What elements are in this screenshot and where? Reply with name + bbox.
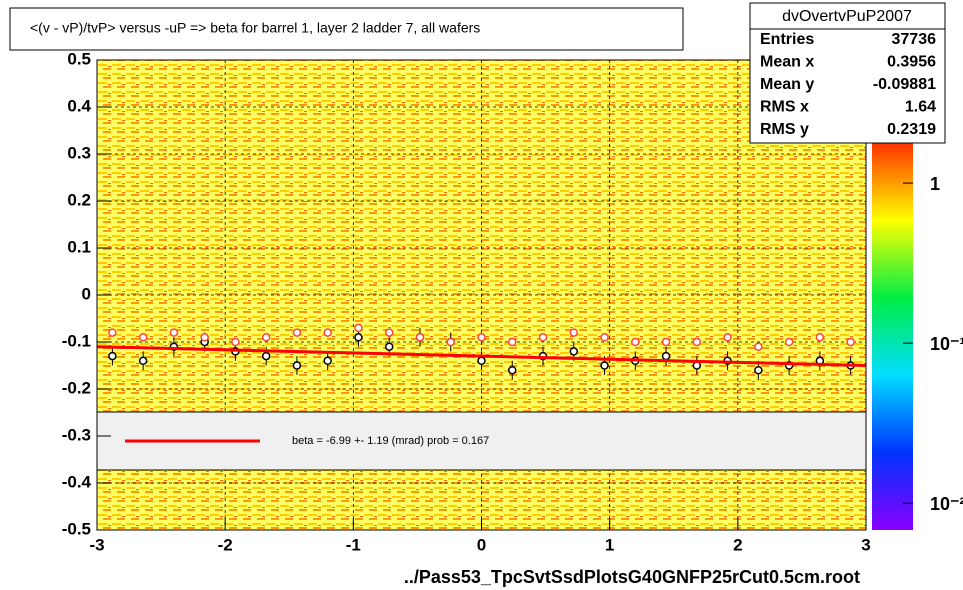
y-tick-label: 0.5	[67, 49, 91, 68]
x-tick-label: -1	[346, 535, 361, 554]
profile-point	[108, 351, 117, 361]
profile-point	[323, 328, 332, 337]
profile-point	[754, 342, 763, 351]
profile-point	[692, 361, 702, 370]
profile-point	[631, 337, 640, 347]
stats-name: Mean y	[760, 76, 814, 93]
profile-point	[169, 328, 179, 337]
profile-point	[200, 333, 209, 342]
profile-point	[261, 333, 271, 342]
profile-point	[138, 333, 148, 342]
profile-point	[138, 356, 148, 366]
profile-point	[323, 356, 332, 366]
profile-point	[661, 351, 671, 361]
y-tick-label: 0.1	[67, 237, 91, 256]
stats-box	[749, 2, 946, 144]
profile-point	[846, 337, 855, 347]
y-tick-label: -0.2	[62, 378, 91, 397]
profile-point	[384, 342, 394, 351]
colorbar	[872, 143, 913, 530]
profile-point	[508, 365, 517, 375]
profile-point	[354, 333, 363, 342]
profile-point	[692, 337, 702, 347]
colorbar-tick-label: 10⁻¹	[930, 334, 963, 354]
profile-point	[477, 356, 486, 366]
profile-point	[292, 361, 302, 370]
stats-title: dvOvertvPuP2007	[782, 8, 912, 25]
profile-point	[569, 347, 579, 356]
stats-name: RMS x	[760, 99, 809, 116]
profile-point	[415, 333, 425, 342]
x-tick-label: 1	[605, 535, 614, 554]
colorbar-tick-label: 10⁻²	[930, 494, 963, 514]
stats-name: Mean x	[760, 54, 814, 71]
fit-line	[96, 345, 867, 367]
profile-point	[723, 333, 732, 342]
profile-point	[815, 333, 825, 342]
y-tick-label: -0.4	[62, 472, 92, 491]
profile-point	[754, 365, 763, 375]
y-tick-label: 0.2	[67, 190, 91, 209]
profile-point	[446, 337, 455, 347]
stats-value: 0.2319	[887, 121, 936, 138]
profile-point	[661, 337, 671, 347]
y-tick-label: -0.1	[62, 331, 91, 350]
y-tick-label: 0	[82, 284, 91, 303]
legend-label: beta = -6.99 +- 1.19 (mrad) prob = 0.167	[292, 435, 489, 447]
stats-name: Entries	[760, 31, 814, 48]
profile-point	[784, 337, 794, 347]
stats-value: 1.64	[905, 99, 936, 116]
profile-point	[538, 333, 548, 342]
profile-point	[261, 351, 271, 361]
profile-point	[354, 323, 363, 333]
profile-point	[384, 328, 394, 337]
stats-value: 37736	[892, 31, 937, 48]
x-tick-label: 0	[477, 535, 486, 554]
profile-point	[600, 361, 609, 370]
y-tick-label: 0.3	[67, 143, 91, 162]
x-tick-label: -2	[218, 535, 233, 554]
profile-point	[477, 333, 486, 342]
y-tick-label: -0.3	[62, 425, 91, 444]
x-tick-label: -3	[89, 535, 104, 554]
chart-title: <(v - vP)/tvP> versus -uP => beta for ba…	[30, 20, 480, 36]
profile-point	[231, 337, 240, 347]
x-tick-label: 3	[861, 535, 870, 554]
profile-point	[600, 333, 609, 342]
stats-value: -0.09881	[873, 76, 936, 93]
x-axis-label: ../Pass53_TpcSvtSsdPlotsG40GNFP25rCut0.5…	[404, 567, 860, 587]
stats-name: RMS y	[760, 121, 809, 138]
profile-point	[508, 337, 517, 347]
colorbar-tick-label: 1	[930, 174, 940, 194]
stats-value: 0.3956	[887, 54, 936, 71]
y-tick-label: 0.4	[67, 96, 91, 115]
profile-point	[108, 328, 117, 337]
profile-point	[569, 328, 579, 337]
profile-point	[292, 328, 302, 337]
title-box	[9, 7, 684, 51]
y-tick-label: -0.5	[62, 519, 91, 538]
x-tick-label: 2	[733, 535, 742, 554]
